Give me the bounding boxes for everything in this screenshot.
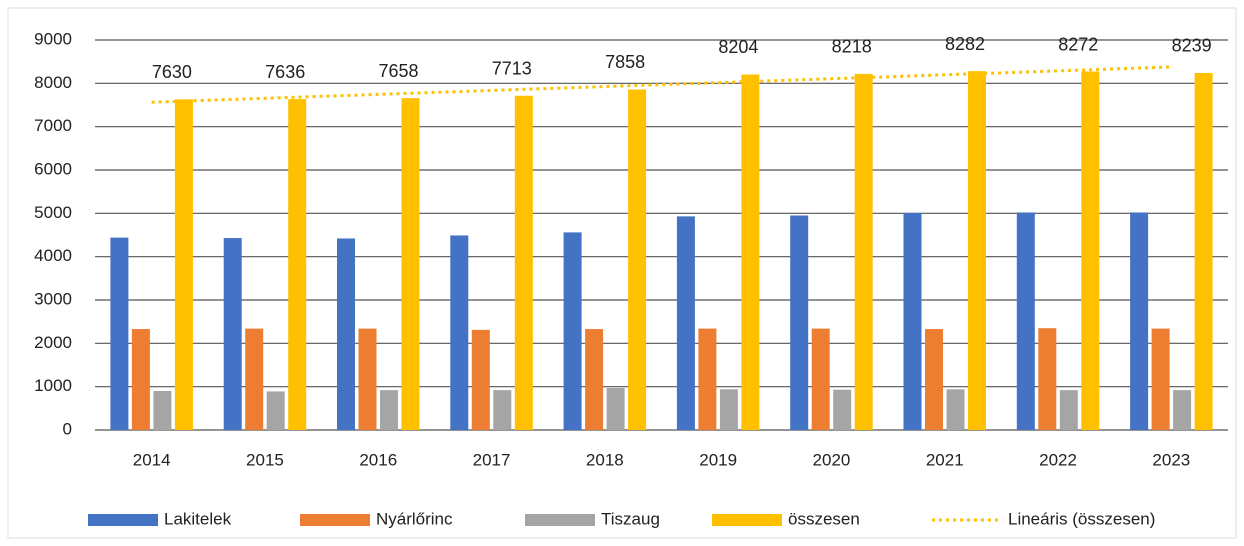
x-tick-label: 2023 <box>1152 450 1190 469</box>
bar <box>1173 390 1192 430</box>
legend-swatch <box>88 514 158 526</box>
bar <box>903 212 922 430</box>
bar <box>790 215 809 430</box>
y-tick-label: 1000 <box>34 376 72 395</box>
bar <box>1130 212 1149 430</box>
bar <box>153 391 172 430</box>
data-label: 7713 <box>492 59 532 79</box>
legend-swatch <box>712 514 782 526</box>
data-label: 8272 <box>1058 34 1098 54</box>
y-tick-label: 6000 <box>34 159 72 178</box>
x-tick-label: 2022 <box>1039 450 1077 469</box>
legend-label: Lineáris (összesen) <box>1008 509 1155 528</box>
bar <box>811 328 830 430</box>
bar <box>1081 71 1100 431</box>
data-label: 8239 <box>1172 36 1212 56</box>
data-label: 7630 <box>152 62 192 82</box>
x-tick-label: 2014 <box>133 450 171 469</box>
bar <box>110 237 129 430</box>
x-tick-label: 2021 <box>926 450 964 469</box>
bar <box>450 235 469 430</box>
bar <box>358 328 377 430</box>
chart-frame <box>7 7 1237 539</box>
bar <box>741 74 760 430</box>
y-tick-label: 4000 <box>34 246 72 265</box>
bar <box>174 99 193 430</box>
bar <box>1151 328 1170 430</box>
y-tick-label: 8000 <box>34 73 72 92</box>
x-tick-label: 2020 <box>813 450 851 469</box>
bar <box>493 390 512 430</box>
bar <box>1194 72 1213 430</box>
data-label: 8204 <box>718 37 758 57</box>
bar <box>563 232 582 430</box>
bar <box>606 387 625 430</box>
bar <box>223 238 242 430</box>
legend-swatch <box>300 514 370 526</box>
legend-label: összesen <box>788 509 860 528</box>
bar <box>1038 328 1057 430</box>
bar <box>1059 390 1078 430</box>
bar <box>946 389 965 430</box>
data-label: 7636 <box>265 62 305 82</box>
bar <box>1016 212 1035 430</box>
bar <box>719 389 738 430</box>
bar <box>288 99 307 431</box>
bar <box>854 73 873 431</box>
y-tick-label: 0 <box>63 419 72 438</box>
x-tick-label: 2016 <box>359 450 397 469</box>
legend-label: Lakitelek <box>164 509 232 528</box>
bar <box>968 71 986 430</box>
bar <box>380 390 398 430</box>
bar <box>514 95 533 431</box>
bar <box>471 329 490 430</box>
legend-label: Nyárlőrinc <box>376 509 453 528</box>
bar <box>698 328 717 430</box>
bar <box>925 329 943 430</box>
y-tick-label: 9000 <box>34 29 72 48</box>
bar <box>245 328 264 430</box>
legend-swatch <box>525 514 595 526</box>
trend-line <box>151 65 1172 104</box>
bar <box>676 216 695 430</box>
bar <box>266 391 285 430</box>
y-tick-label: 3000 <box>34 289 72 308</box>
data-label: 7658 <box>378 61 418 81</box>
bar <box>585 329 604 430</box>
bar <box>337 238 355 430</box>
data-label: 7858 <box>605 52 645 72</box>
y-tick-label: 7000 <box>34 116 72 135</box>
legend-label: Tiszaug <box>601 509 660 528</box>
data-label: 8282 <box>945 34 985 54</box>
bar <box>131 329 150 430</box>
data-label: 8218 <box>832 37 872 57</box>
y-tick-label: 2000 <box>34 333 72 352</box>
bar <box>833 389 852 430</box>
x-tick-label: 2015 <box>246 450 284 469</box>
bar <box>401 98 420 431</box>
x-tick-label: 2019 <box>699 450 737 469</box>
bar <box>628 89 647 430</box>
y-tick-label: 5000 <box>34 203 72 222</box>
x-tick-label: 2018 <box>586 450 624 469</box>
x-tick-label: 2017 <box>473 450 511 469</box>
